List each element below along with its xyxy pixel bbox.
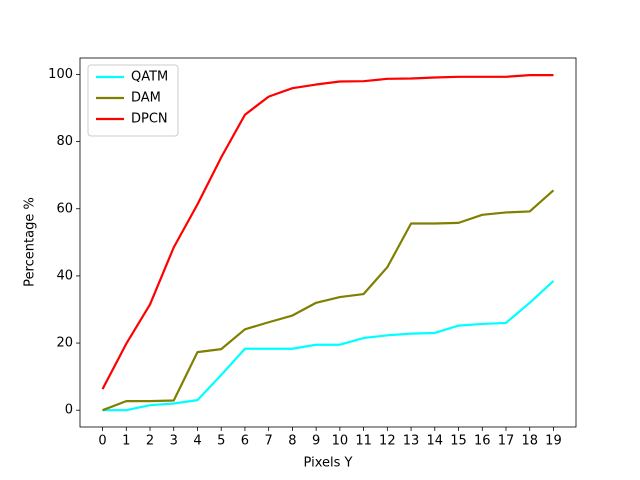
y-axis-label: Percentage % <box>23 197 38 287</box>
x-tick-label: 19 <box>545 434 562 449</box>
plot-frame <box>79 57 577 428</box>
legend-label: DAM <box>131 91 161 106</box>
y-tick-label: 80 <box>56 134 73 149</box>
y-tick-label: 40 <box>56 268 73 283</box>
x-axis-label: Pixels Y <box>304 456 353 471</box>
x-tick-label: 14 <box>427 434 444 449</box>
x-tick-label: 18 <box>521 434 538 449</box>
y-tick-label: 60 <box>56 201 73 216</box>
x-tick-label: 15 <box>450 434 467 449</box>
x-tick-label: 13 <box>403 434 420 449</box>
x-tick-label: 10 <box>332 434 349 449</box>
x-tick-label: 17 <box>498 434 515 449</box>
x-tick-label: 8 <box>288 434 296 449</box>
y-tick-label: 20 <box>56 336 73 351</box>
x-tick-label: 5 <box>217 434 225 449</box>
legend-label: DPCN <box>131 112 168 127</box>
y-tick-label: 100 <box>48 67 73 82</box>
x-tick-label: 16 <box>474 434 491 449</box>
x-tick-label: 1 <box>122 434 130 449</box>
x-tick-label: 9 <box>312 434 320 449</box>
legend-label: QATM <box>131 70 168 85</box>
y-tick-label: 0 <box>65 403 73 418</box>
x-tick-label: 2 <box>146 434 154 449</box>
series-line <box>101 74 554 390</box>
x-tick-label: 4 <box>193 434 201 449</box>
x-tick-label: 0 <box>98 434 106 449</box>
x-tick-label: 12 <box>379 434 396 449</box>
x-tick-label: 3 <box>170 434 178 449</box>
series-line <box>102 280 555 412</box>
series-line <box>102 189 555 412</box>
x-tick-label: 6 <box>241 434 249 449</box>
x-tick-label: 11 <box>355 434 372 449</box>
x-tick-label: 7 <box>265 434 273 449</box>
